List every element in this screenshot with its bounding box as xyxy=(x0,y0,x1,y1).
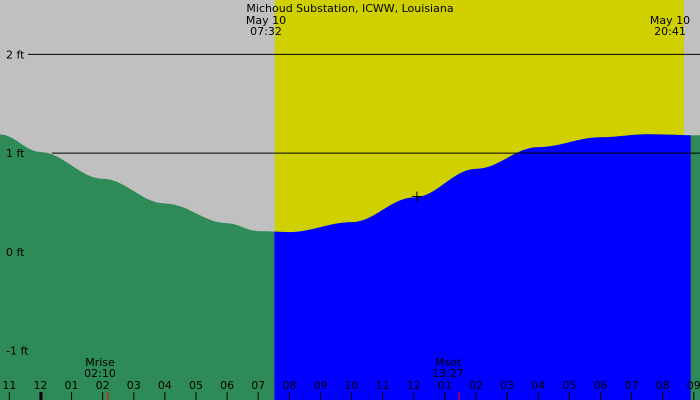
sunset-time: 20:41 xyxy=(654,25,686,38)
hour-tick-label: 05 xyxy=(562,379,576,392)
sunrise-date: May 10 xyxy=(246,14,286,27)
moonset-time: 13:27 xyxy=(432,367,464,380)
hour-tick-label: 02 xyxy=(96,379,110,392)
midnight-marker xyxy=(39,392,43,400)
gridlines xyxy=(28,53,700,154)
hour-tick-label: 09 xyxy=(687,379,700,392)
hour-tick-label: 12 xyxy=(33,379,47,392)
tide-area-day xyxy=(274,134,691,400)
y-tick-label: 1 ft xyxy=(6,147,25,160)
current-tide-marker xyxy=(411,191,422,202)
moonrise-time: 02:10 xyxy=(84,367,116,380)
hour-tick-label: 07 xyxy=(251,379,265,392)
hour-tick-label: 03 xyxy=(500,379,514,392)
x-axis: 11 12 01 02 03 04 05 06 07 08 09 10 11 12 01 02 03 04 05 06… xyxy=(2,379,700,400)
hour-tick-label: 02 xyxy=(469,379,483,392)
hour-tick-label: 10 xyxy=(345,379,359,392)
hour-tick-label: 11 xyxy=(2,379,16,392)
hour-tick-label: 12 xyxy=(407,379,421,392)
hour-tick-label: 07 xyxy=(625,379,639,392)
y-tick-label: -1 ft xyxy=(6,345,29,358)
y-axis: 2 ft 1 ft 0 ft -1 ft xyxy=(6,48,29,357)
hour-tick-label: 06 xyxy=(220,379,234,392)
hour-tick-label: 08 xyxy=(282,379,296,392)
moonset-label: Mset xyxy=(435,356,462,369)
hour-tick-label: 04 xyxy=(531,379,545,392)
hour-tick-label: 11 xyxy=(376,379,390,392)
hour-tick-label: 01 xyxy=(65,379,79,392)
hour-tick-label: 08 xyxy=(656,379,670,392)
hour-tick-label: 04 xyxy=(158,379,172,392)
sunset-date: May 10 xyxy=(650,14,690,27)
hour-tick-label: 05 xyxy=(189,379,203,392)
chart-title: Michoud Substation, ICWW, Louisiana xyxy=(246,2,453,15)
sunrise-time: 07:32 xyxy=(250,25,282,38)
y-tick-label: 0 ft xyxy=(6,246,25,259)
moonrise-label: Mrise xyxy=(85,356,115,369)
hour-tick-label: 03 xyxy=(127,379,141,392)
hour-tick-label: 01 xyxy=(438,379,452,392)
hour-tick-label: 06 xyxy=(593,379,607,392)
hour-tick-label: 09 xyxy=(313,379,327,392)
y-tick-label: 2 ft xyxy=(6,48,25,61)
